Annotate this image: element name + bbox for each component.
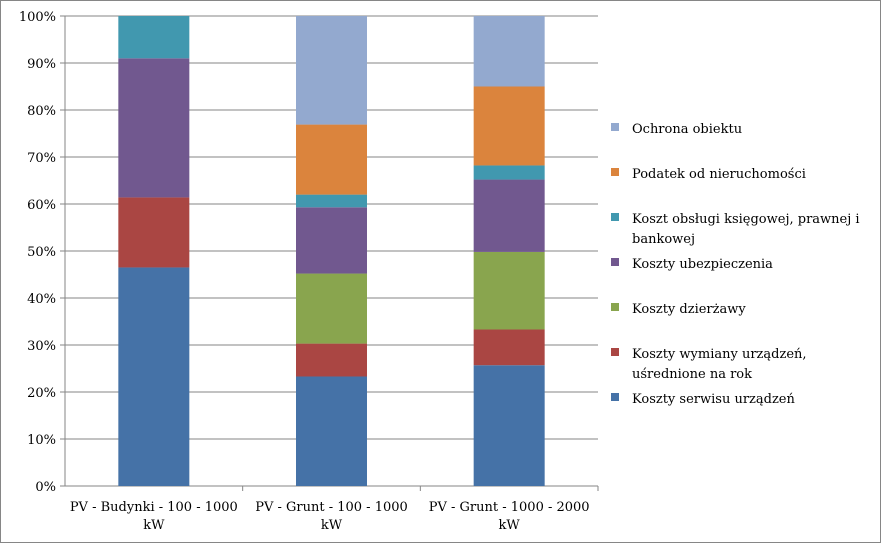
y-tick-label: 20% — [27, 386, 56, 401]
bar-segment — [118, 267, 190, 486]
bar-segment — [473, 16, 545, 87]
legend-label: Koszty dzierżawy — [632, 302, 746, 317]
y-tick-label: 30% — [27, 339, 56, 354]
legend-label: Ochrona obiektu — [632, 122, 742, 137]
y-tick-label: 60% — [27, 198, 56, 213]
y-tick-label: 0% — [35, 480, 56, 495]
bar-segment — [296, 343, 367, 377]
legend-swatch — [611, 393, 619, 401]
legend-swatch — [611, 123, 619, 131]
legend-swatch — [611, 258, 619, 266]
bar-segment — [118, 16, 190, 59]
x-tick-label: PV - Budynki - 100 - 1000 kW — [70, 500, 238, 533]
x-tick-label: PV - Grunt - 1000 - 2000 kW — [429, 500, 590, 533]
bar-segment — [473, 251, 545, 330]
legend-label: Podatek od nieruchomości — [632, 167, 806, 182]
legend-swatch — [611, 213, 619, 221]
bar-segment — [473, 329, 545, 366]
bar-segment — [118, 197, 190, 268]
legend-label: Koszty wymiany urządzeń, uśrednione na ro… — [632, 347, 807, 382]
y-tick-label: 90% — [27, 57, 56, 72]
bar-segment — [473, 365, 545, 486]
bar-segment — [296, 273, 367, 344]
bar-segment — [473, 165, 545, 180]
y-tick-label: 50% — [27, 245, 56, 260]
bar-segment — [473, 86, 545, 166]
legend-swatch — [611, 168, 619, 176]
bar-segment — [296, 16, 367, 125]
legend-label: Koszty serwisu urządzeń — [632, 392, 796, 407]
legend-swatch — [611, 348, 619, 356]
x-tick-label: PV - Grunt - 100 - 1000 kW — [255, 500, 408, 533]
legend-swatch — [611, 303, 619, 311]
bar-segment — [118, 58, 190, 198]
legend-label: Koszty ubezpieczenia — [632, 257, 773, 272]
y-tick-label: 10% — [27, 433, 56, 448]
y-tick-label: 70% — [27, 151, 56, 166]
y-tick-label: 80% — [27, 104, 56, 119]
bar-segment — [296, 376, 367, 486]
y-tick-label: 100% — [19, 10, 56, 25]
y-tick-label: 40% — [27, 292, 56, 307]
bar-segment — [296, 124, 367, 195]
bar-segment — [473, 179, 545, 252]
legend-label: Koszt obsługi księgowej, prawnej i bankow… — [632, 212, 860, 247]
bar-segment — [296, 194, 367, 208]
bar-segment — [296, 207, 367, 274]
